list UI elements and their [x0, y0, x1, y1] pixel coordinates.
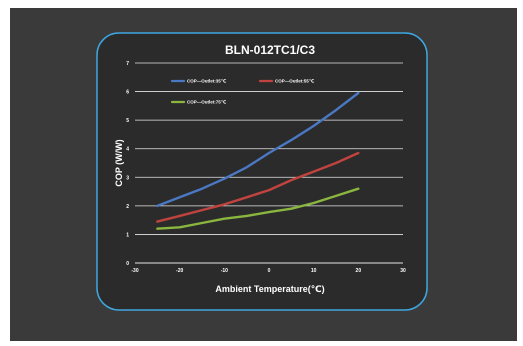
x-tick-label: -20 — [176, 268, 183, 274]
y-tick-label: 0 — [126, 261, 129, 267]
y-tick-label: 6 — [126, 90, 129, 96]
x-tick-label: 10 — [311, 268, 317, 274]
x-tick-label: -10 — [221, 268, 228, 274]
y-tick-label: 4 — [126, 147, 129, 153]
x-tick-label: -30 — [131, 268, 138, 274]
y-tick-label: 3 — [126, 175, 129, 181]
y-tick-label: 2 — [126, 204, 129, 210]
y-tick-label: 5 — [126, 118, 129, 124]
chart-panel — [96, 32, 428, 311]
y-axis-label: COP (W/W) — [114, 139, 124, 186]
x-tick-label: 20 — [356, 268, 362, 274]
legend-label-2: COP—Outlet:55℃ — [275, 79, 315, 84]
legend-label-1: COP—Outlet:35℃ — [187, 79, 227, 84]
x-tick-label: 0 — [268, 268, 271, 274]
y-tick-label: 7 — [126, 61, 129, 67]
legend-label-3: COP—Outlet:75℃ — [187, 100, 227, 105]
y-tick-label: 1 — [126, 232, 129, 238]
x-tick-label: 30 — [400, 268, 406, 274]
x-axis-label: Ambient Temperature(℃) — [215, 284, 324, 294]
series-line-3 — [156, 187, 360, 230]
chart-title: BLN-012TC1/C3 — [225, 43, 315, 57]
series-line-1 — [156, 91, 360, 208]
series-line-2 — [156, 151, 360, 223]
